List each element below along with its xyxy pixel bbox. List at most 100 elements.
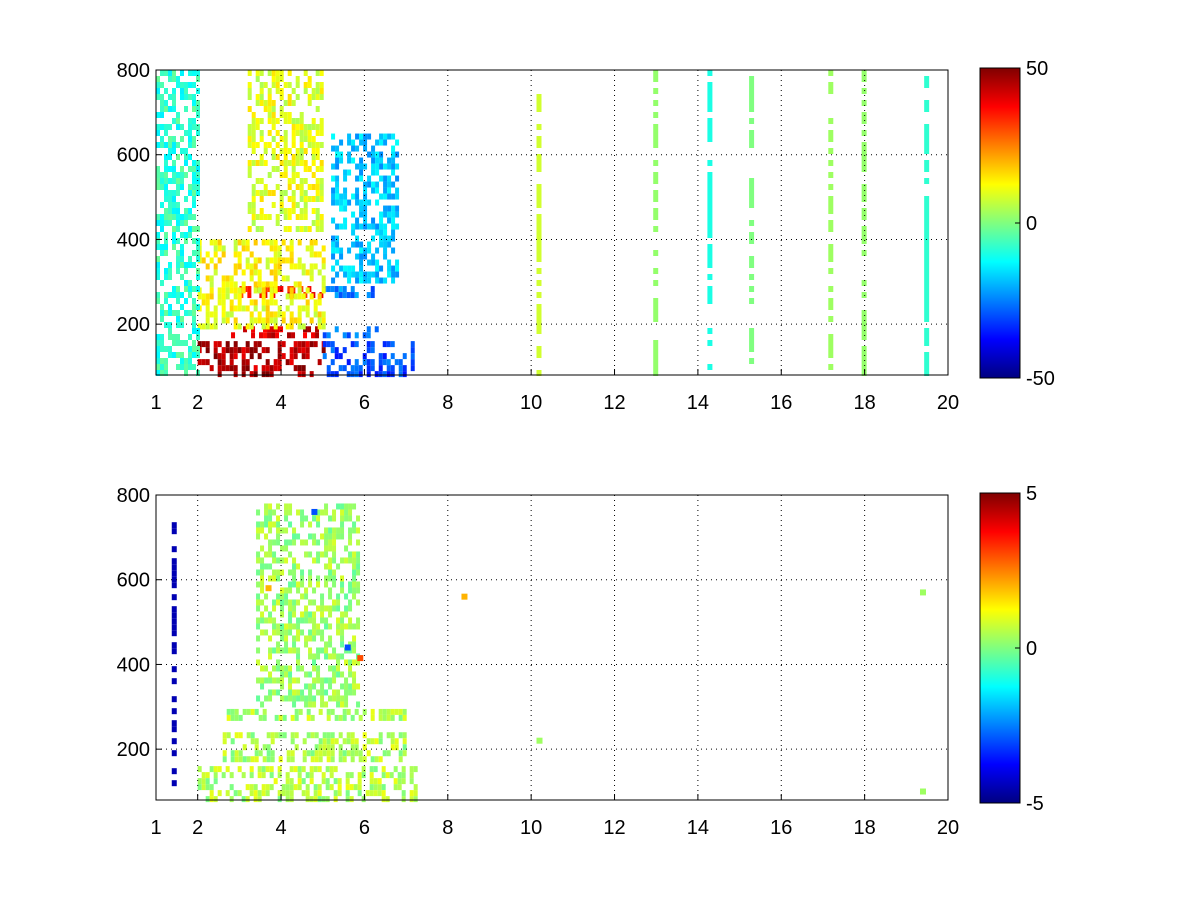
heatmap-cell <box>370 292 375 299</box>
heatmap-cell <box>217 257 222 264</box>
heatmap-cell <box>287 196 292 202</box>
heatmap-cell <box>164 346 168 352</box>
heatmap-cell <box>366 365 371 372</box>
heatmap-cell <box>358 371 363 378</box>
heatmap-cell <box>336 671 341 678</box>
heatmap-cell <box>342 365 347 372</box>
heatmap-cell <box>307 100 312 106</box>
heatmap-cell <box>277 790 282 797</box>
heatmap-cell <box>355 145 360 152</box>
heatmap-cell <box>233 347 238 354</box>
heatmap-cell <box>296 599 301 606</box>
heatmap-stripe-cell <box>749 262 755 268</box>
heatmap-cell <box>371 145 376 152</box>
heatmap-cell <box>289 239 294 246</box>
heatmap-cell <box>168 208 172 214</box>
heatmap-cell <box>379 277 384 284</box>
heatmap-cell <box>261 365 266 372</box>
heatmap-cell <box>172 88 176 94</box>
heatmap-cell <box>308 581 313 588</box>
heatmap-cell <box>229 359 234 366</box>
heatmap-cell <box>367 175 372 182</box>
heatmap-cell <box>331 133 336 140</box>
heatmap-cell <box>331 241 336 248</box>
colorbar-tick-label: 5 <box>1026 483 1037 505</box>
heatmap-cell <box>317 293 322 300</box>
heatmap-stripe-cell <box>828 364 834 370</box>
heatmap-cell <box>315 166 320 172</box>
heatmap-cell <box>188 118 192 124</box>
heatmap-cell <box>354 292 359 299</box>
heatmap-cell <box>226 732 231 739</box>
heatmap-stripe-cell <box>749 232 755 238</box>
heatmap-cell <box>339 265 344 272</box>
heatmap-cell <box>266 744 271 751</box>
heatmap-cell <box>342 750 347 757</box>
heatmap-stripe-cell <box>171 678 177 685</box>
heatmap-cell <box>168 148 172 154</box>
heatmap-cell <box>234 750 239 757</box>
heatmap-cell <box>197 359 202 366</box>
heatmap-cell <box>209 790 214 797</box>
heatmap-cell <box>333 790 338 797</box>
heatmap-cell <box>355 235 360 242</box>
heatmap-cell <box>172 352 176 358</box>
heatmap-stripe-cell <box>707 208 713 214</box>
heatmap-cell <box>391 151 396 158</box>
heatmap-cell <box>255 214 260 220</box>
heatmap-cell <box>296 509 301 516</box>
heatmap-cell <box>217 293 222 300</box>
heatmap-cell <box>209 365 214 372</box>
heatmap-cell <box>259 196 264 202</box>
heatmap-cell <box>313 784 318 791</box>
heatmap-cell <box>289 778 294 785</box>
heatmap-cell <box>328 569 333 576</box>
heatmap-cell <box>379 175 384 182</box>
heatmap-cell <box>347 133 352 140</box>
heatmap-cell <box>314 756 319 763</box>
heatmap-stripe-cell <box>861 226 867 232</box>
heatmap-cell <box>340 503 345 510</box>
heatmap-cell <box>385 796 390 803</box>
heatmap-cell <box>306 732 311 739</box>
heatmap-cell <box>281 239 286 246</box>
heatmap-cell <box>315 94 320 100</box>
heatmap-cell <box>192 328 196 334</box>
heatmap-stripe-cell <box>828 250 834 256</box>
heatmap-cell <box>188 136 192 142</box>
heatmap-cell <box>305 341 310 348</box>
heatmap-cell <box>188 364 192 370</box>
heatmap-cell <box>272 647 277 654</box>
heatmap-cell <box>395 163 400 170</box>
heatmap-stripe-cell <box>707 214 713 220</box>
heatmap-point <box>536 737 543 744</box>
heatmap-cell <box>268 677 273 684</box>
heatmap-cell <box>309 772 314 779</box>
heatmap-cell <box>160 346 164 352</box>
heatmap-cell <box>261 347 266 354</box>
heatmap-cell <box>256 581 261 588</box>
heatmap-cell <box>325 796 330 803</box>
heatmap-cell <box>377 790 382 797</box>
heatmap-cell <box>319 178 324 184</box>
heatmap-cell <box>347 139 352 146</box>
heatmap-cell <box>315 70 320 76</box>
heatmap-stripe-cell <box>653 124 659 130</box>
heatmap-cell <box>168 220 172 226</box>
heatmap-cell <box>156 232 160 238</box>
heatmap-cell <box>397 778 402 785</box>
heatmap-cell <box>402 365 407 372</box>
heatmap-cell <box>335 151 340 158</box>
heatmap-cell <box>352 647 357 654</box>
heatmap-cell <box>264 533 269 540</box>
heatmap-stripe-cell <box>828 346 834 352</box>
heatmap-cell <box>381 784 386 791</box>
heatmap-cell <box>176 172 180 178</box>
heatmap-cell <box>160 112 164 118</box>
heatmap-cell <box>304 617 309 624</box>
heatmap-cell <box>256 569 261 576</box>
heatmap-cell <box>275 184 280 190</box>
heatmap-cell <box>387 133 392 140</box>
heatmap-cell <box>209 257 214 264</box>
heatmap-stripe-cell <box>924 292 930 298</box>
